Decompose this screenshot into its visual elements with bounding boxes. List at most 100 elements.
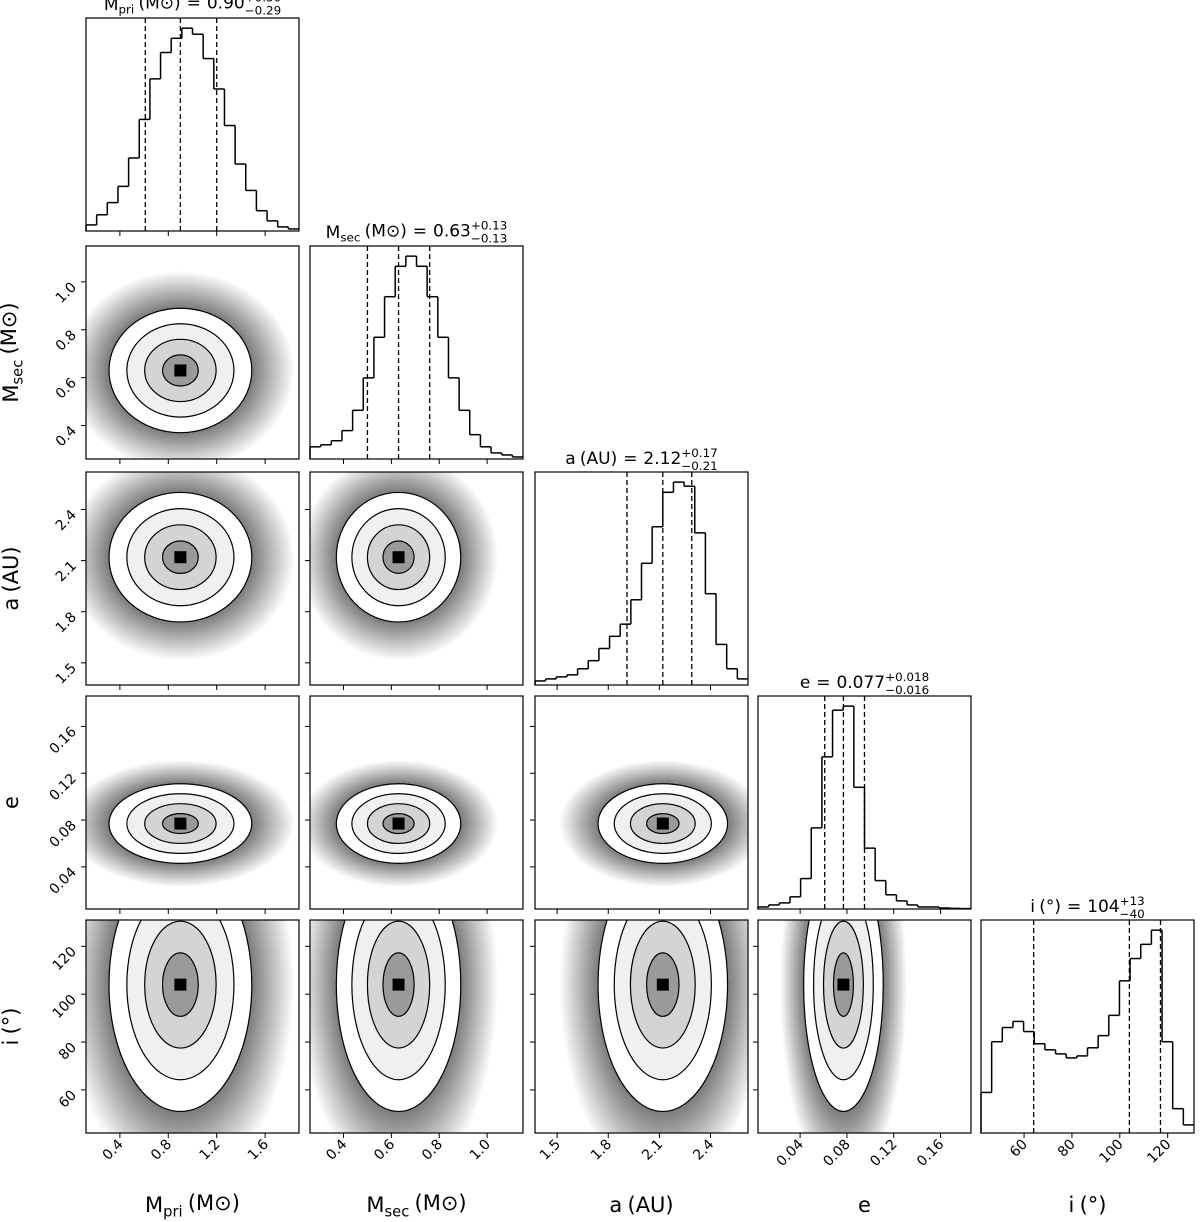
y-tick-label: 1.8 [53,609,80,636]
title-value: 2.12 [643,449,681,469]
x-axis-label: a (AU) [609,1193,673,1217]
panel: 1.5 1.8 2.1 2.4 [530,919,749,1164]
panel-frame [534,695,749,910]
title-minus: −0.016 [885,683,929,697]
label-sub: sec [385,1203,410,1220]
median-point [837,978,850,991]
panel-frame [85,471,300,686]
density [86,270,295,459]
x-tick-label: 0.12 [867,1137,900,1170]
title-sign: = [623,449,637,469]
x-tick-label: 2.4 [690,1136,717,1163]
median-point [656,978,669,991]
panel: 0.4 0.8 1.2 1.6 60 80 100 120 [50,919,300,1164]
label-symbol: a [609,1193,622,1217]
panel: 0.4 0.6 0.8 1.0 [53,245,300,464]
density [310,472,499,661]
title-value: 0.077 [836,673,885,693]
title-sign: = [413,221,427,241]
y-tick-label: 60 [56,1087,80,1111]
density [86,920,295,1133]
label-unit: (AU) [628,1193,674,1217]
label-unit: (M⊙) [415,1191,467,1215]
panel-frame [85,17,300,232]
label-symbol: M [0,385,23,403]
y-axis-label: i (°) [0,1008,23,1046]
label-symbol: i [1069,1193,1075,1217]
y-axis-label: Msec (M⊙) [0,302,26,402]
label-unit: (°) [1080,1193,1107,1217]
panel [305,695,524,914]
x-tick-label: 1.8 [588,1137,615,1164]
label-symbol: i [0,1040,23,1046]
label-symbol: e [800,673,810,693]
title-value: 104 [1087,897,1119,917]
panel-frame [85,245,300,460]
panel-frame [980,919,1195,1134]
title-value: 0.90 [207,0,245,13]
y-tick-label: 120 [50,944,80,974]
panel-frame [534,919,749,1134]
label-symbol: e [858,1193,871,1217]
x-tick-label: 100 [1096,1137,1126,1167]
panel-frame [309,919,524,1134]
y-tick-label: 0.08 [46,818,79,851]
title-sign: = [816,673,830,693]
density [86,759,295,888]
panel-title: a (AU) = 2.12+0.17 −0.21 [565,446,717,473]
y-tick-label: 1.0 [53,279,80,306]
label-sub: pri [163,1203,182,1220]
density [559,759,748,888]
panel-frame [85,695,300,910]
label-sub: pri [119,3,135,17]
title-plus: +0.17 [681,446,717,460]
label-unit: (M⊙) [365,221,407,241]
label-unit: (M⊙) [139,0,181,13]
x-tick-label: 0.8 [419,1137,446,1164]
x-tick-label: 120 [1144,1137,1174,1167]
panel-frame [534,471,749,686]
panel-title: i (°) = 104+13 −40 [1030,894,1144,921]
y-tick-label: 2.1 [53,558,80,585]
y-tick-label: 0.04 [46,864,79,897]
label-symbol: M [326,223,341,243]
panel: 1.5 1.8 2.1 2.4 [53,471,300,690]
median-point [656,817,669,830]
label-symbol: e [0,796,23,809]
label-symbol: a [565,449,575,469]
median-point [174,978,187,991]
median-point [174,364,187,377]
x-axis-label: i (°) [1069,1193,1107,1217]
panel: 0.04 0.08 0.12 0.16 [753,919,972,1170]
y-tick-label: 80 [56,1040,80,1064]
panel [85,17,300,236]
title-plus: +0.018 [885,670,929,684]
panel [757,695,972,914]
label-symbol: i [1030,897,1035,917]
panel-frame [85,919,300,1134]
title-minus: −0.29 [245,3,281,17]
median-point [392,978,405,991]
density [310,920,499,1133]
x-tick-label: 0.8 [148,1137,175,1164]
title-minus: −40 [1120,907,1145,921]
x-tick-label: 1.0 [467,1137,494,1164]
y-axis-label: e [0,796,23,809]
y-tick-label: 0.12 [46,771,79,804]
x-axis-label: Msec (M⊙) [366,1191,466,1220]
x-tick-label: 0.04 [774,1136,807,1169]
label-symbol: a [0,598,23,611]
panel-frame [309,471,524,686]
title-sign: = [1067,897,1081,917]
density [310,759,499,888]
density [86,472,295,661]
label-unit: (AU) [580,449,617,469]
y-tick-label: 2.4 [53,507,80,534]
y-axis-label: a (AU) [0,546,23,610]
x-tick-label: 0.6 [371,1136,398,1163]
panel [305,471,524,690]
panel [534,471,749,690]
x-tick-label: 0.16 [914,1136,947,1169]
x-tick-label: 0.4 [100,1136,127,1163]
